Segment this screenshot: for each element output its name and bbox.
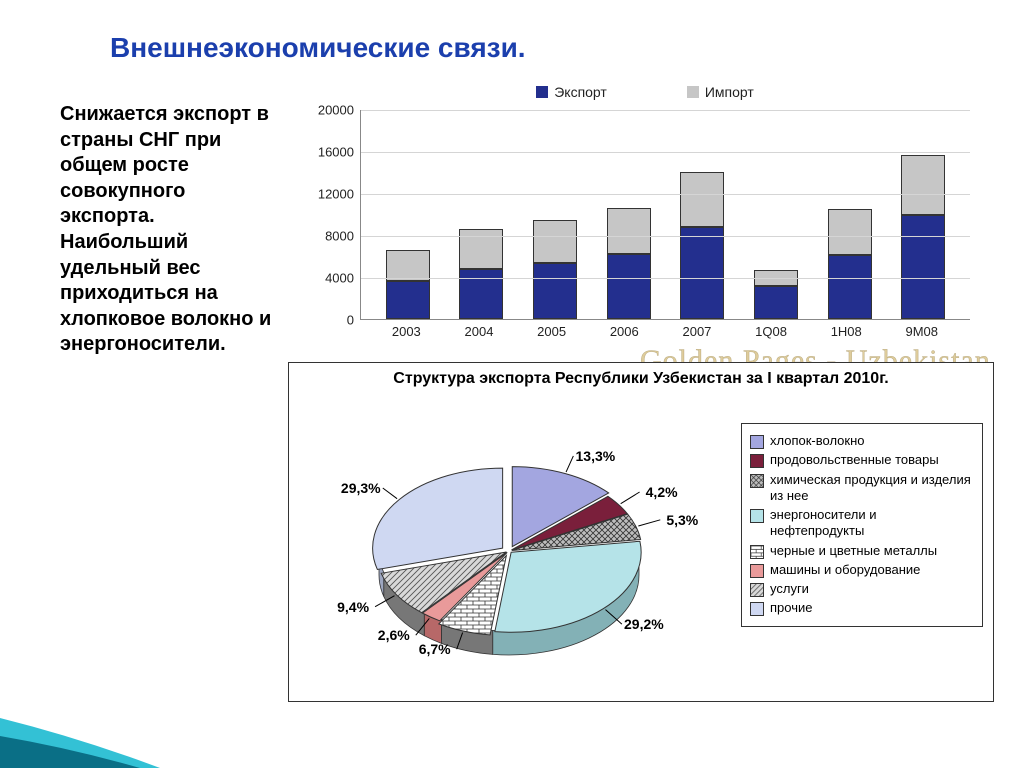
x-tick-label: 2007 <box>682 324 711 339</box>
pie-slice-3 <box>495 541 641 632</box>
x-tick-label: 2004 <box>465 324 494 339</box>
x-tick-label: 2006 <box>610 324 639 339</box>
pie-legend-label: энергоносители и нефтепродукты <box>770 507 974 540</box>
pie-slice-label: 13,3% <box>575 448 615 464</box>
y-tick-label: 12000 <box>300 187 354 202</box>
legend-label-import: Импорт <box>705 84 754 100</box>
pie-slice-label: 29,2% <box>624 616 664 632</box>
x-tick-label: 1H08 <box>831 324 862 339</box>
pie-legend-item: химическая продукция и изделия из нее <box>750 472 974 505</box>
pie-legend-label: машины и оборудование <box>770 562 920 578</box>
pie-slice-label: 29,3% <box>341 480 381 496</box>
pie-slice-7 <box>373 468 503 569</box>
pie-legend-item: услуги <box>750 581 974 597</box>
pie-legend-item: черные и цветные металлы <box>750 543 974 559</box>
bar-9М08 <box>901 155 945 319</box>
pie-legend-label: хлопок-волокно <box>770 433 865 449</box>
y-tick-label: 8000 <box>300 229 354 244</box>
y-tick-label: 20000 <box>300 103 354 118</box>
slide-title: Внешнеэкономические связи. <box>110 32 526 64</box>
pie-slice-label: 9,4% <box>337 599 369 615</box>
pie-legend-item: хлопок-волокно <box>750 433 974 449</box>
x-tick-label: 9М08 <box>906 324 939 339</box>
pie-slice-label: 6,7% <box>419 641 451 657</box>
corner-decoration <box>0 648 160 768</box>
pie-chart-title: Структура экспорта Республики Узбекистан… <box>289 363 993 390</box>
pie-legend-label: услуги <box>770 581 809 597</box>
y-tick-label: 16000 <box>300 145 354 160</box>
pie-legend-label: химическая продукция и изделия из нее <box>770 472 974 505</box>
y-tick-label: 0 <box>300 313 354 328</box>
x-tick-label: 1Q08 <box>755 324 787 339</box>
pie-legend-label: продовольственные товары <box>770 452 939 468</box>
bar-chart-legend: Экспорт Импорт <box>300 84 990 100</box>
export-structure-pie-chart: Структура экспорта Республики Узбекистан… <box>288 362 994 702</box>
y-tick-label: 4000 <box>300 271 354 286</box>
pie-slice-label: 4,2% <box>646 484 678 500</box>
bar-1H08 <box>828 209 872 319</box>
pie-chart-legend: хлопок-волокно продовольственные товары хи… <box>741 423 983 627</box>
bar-chart-plot <box>360 110 970 320</box>
bar-2003 <box>386 250 430 319</box>
pie-slice-label: 2,6% <box>378 627 410 643</box>
bar-2006 <box>607 208 651 319</box>
bar-2004 <box>459 229 503 319</box>
x-tick-label: 2005 <box>537 324 566 339</box>
legend-label-export: Экспорт <box>554 84 607 100</box>
pie-legend-item: энергоносители и нефтепродукты <box>750 507 974 540</box>
export-import-bar-chart: Экспорт Импорт 2003 2004 2005 2006 2007 1Q08 1… <box>300 84 990 354</box>
pie-legend-label: прочие <box>770 600 812 616</box>
pie-legend-item: машины и оборудование <box>750 562 974 578</box>
body-paragraph: Снижается экспорт в страны СНГ при общем… <box>60 102 285 358</box>
x-tick-label: 2003 <box>392 324 421 339</box>
pie-chart-plot: 13,3% 4,2% 5,3% 29,2% 6,7% 2,6% 9,4% 29,3% <box>299 413 729 693</box>
bar-chart-x-labels: 2003 2004 2005 2006 2007 1Q08 1H08 9М08 <box>360 324 970 339</box>
pie-slice-label: 5,3% <box>666 512 698 528</box>
pie-legend-item: продовольственные товары <box>750 452 974 468</box>
pie-legend-label: черные и цветные металлы <box>770 543 937 559</box>
pie-legend-item: прочие <box>750 600 974 616</box>
